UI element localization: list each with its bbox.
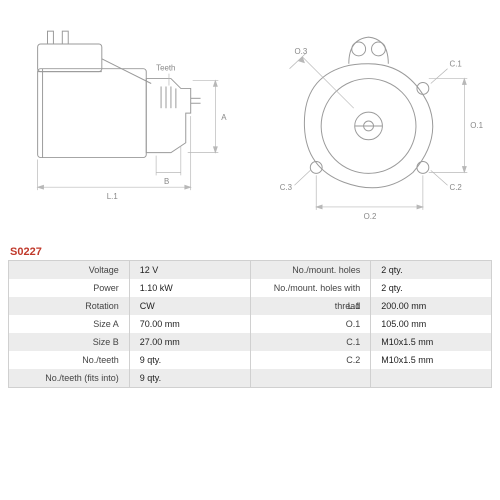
spec-value: 12 V	[129, 261, 250, 279]
dim-label-teeth: Teeth	[156, 64, 175, 73]
spec-row: Voltage12 V	[9, 261, 250, 279]
spec-value: 2 qty.	[370, 279, 491, 297]
dim-label-A: A	[221, 113, 227, 122]
dim-label-C1: C.1	[450, 60, 462, 69]
dim-label-O1: O.1	[470, 121, 483, 130]
spec-value: 9 qty.	[129, 351, 250, 369]
spec-row: L.1200.00 mm	[251, 297, 492, 315]
spec-label: No./teeth	[9, 351, 129, 369]
spec-row: C.2M10x1.5 mm	[251, 351, 492, 369]
diagram-right-svg: O.1 O.2 O.3 C.1 C.2 C.3	[255, 8, 492, 238]
spec-value: CW	[129, 297, 250, 315]
spec-col-right: No./mount. holes2 qty.No./mount. holes w…	[250, 260, 493, 388]
diagram-right-panel: O.1 O.2 O.3 C.1 C.2 C.3	[255, 8, 492, 238]
spec-row	[251, 369, 492, 387]
spec-value: M10x1.5 mm	[370, 351, 491, 369]
spec-row: C.1M10x1.5 mm	[251, 333, 492, 351]
spec-label: C.1	[251, 333, 371, 351]
spec-row: No./teeth9 qty.	[9, 351, 250, 369]
spec-label: C.2	[251, 351, 371, 369]
spec-value: M10x1.5 mm	[370, 333, 491, 351]
spec-value: 2 qty.	[370, 261, 491, 279]
spec-label: Rotation	[9, 297, 129, 315]
spec-value: 27.00 mm	[129, 333, 250, 351]
dim-label-C2: C.2	[450, 183, 462, 192]
spec-row: No./teeth (fits into)9 qty.	[9, 369, 250, 387]
spec-row: Size B27.00 mm	[9, 333, 250, 351]
spec-label: No./mount. holes	[251, 261, 371, 279]
spec-value: 105.00 mm	[370, 315, 491, 333]
spec-label: Voltage	[9, 261, 129, 279]
spec-row: Size A70.00 mm	[9, 315, 250, 333]
spec-row: RotationCW	[9, 297, 250, 315]
diagram-left-svg: L.1 B A Teeth	[8, 8, 245, 238]
spec-label: No./mount. holes with thread	[251, 279, 371, 297]
spec-row: Power1.10 kW	[9, 279, 250, 297]
spec-label: L.1	[251, 297, 371, 315]
spec-col-left: Voltage12 VPower1.10 kWRotationCWSize A7…	[8, 260, 250, 388]
dim-label-O2: O.2	[364, 212, 377, 221]
dim-label-C3: C.3	[280, 183, 293, 192]
spec-value: 9 qty.	[129, 369, 250, 387]
spec-label	[251, 369, 371, 387]
spec-label: Size B	[9, 333, 129, 351]
dim-label-O3: O.3	[295, 47, 308, 56]
diagrams-container: L.1 B A Teeth	[8, 8, 492, 238]
spec-value: 70.00 mm	[129, 315, 250, 333]
spec-table: Voltage12 VPower1.10 kWRotationCWSize A7…	[8, 260, 492, 388]
spec-label: Power	[9, 279, 129, 297]
dim-label-L1: L.1	[107, 192, 118, 201]
dim-label-B: B	[164, 177, 169, 186]
spec-row: No./mount. holes2 qty.	[251, 261, 492, 279]
spec-value	[370, 369, 491, 387]
spec-row: No./mount. holes with thread2 qty.	[251, 279, 492, 297]
spec-label: O.1	[251, 315, 371, 333]
spec-label: Size A	[9, 315, 129, 333]
spec-value: 1.10 kW	[129, 279, 250, 297]
spec-value: 200.00 mm	[370, 297, 491, 315]
diagram-left-panel: L.1 B A Teeth	[8, 8, 245, 238]
spec-label: No./teeth (fits into)	[9, 369, 129, 387]
part-code: S0227	[10, 246, 492, 258]
spec-row: O.1105.00 mm	[251, 315, 492, 333]
